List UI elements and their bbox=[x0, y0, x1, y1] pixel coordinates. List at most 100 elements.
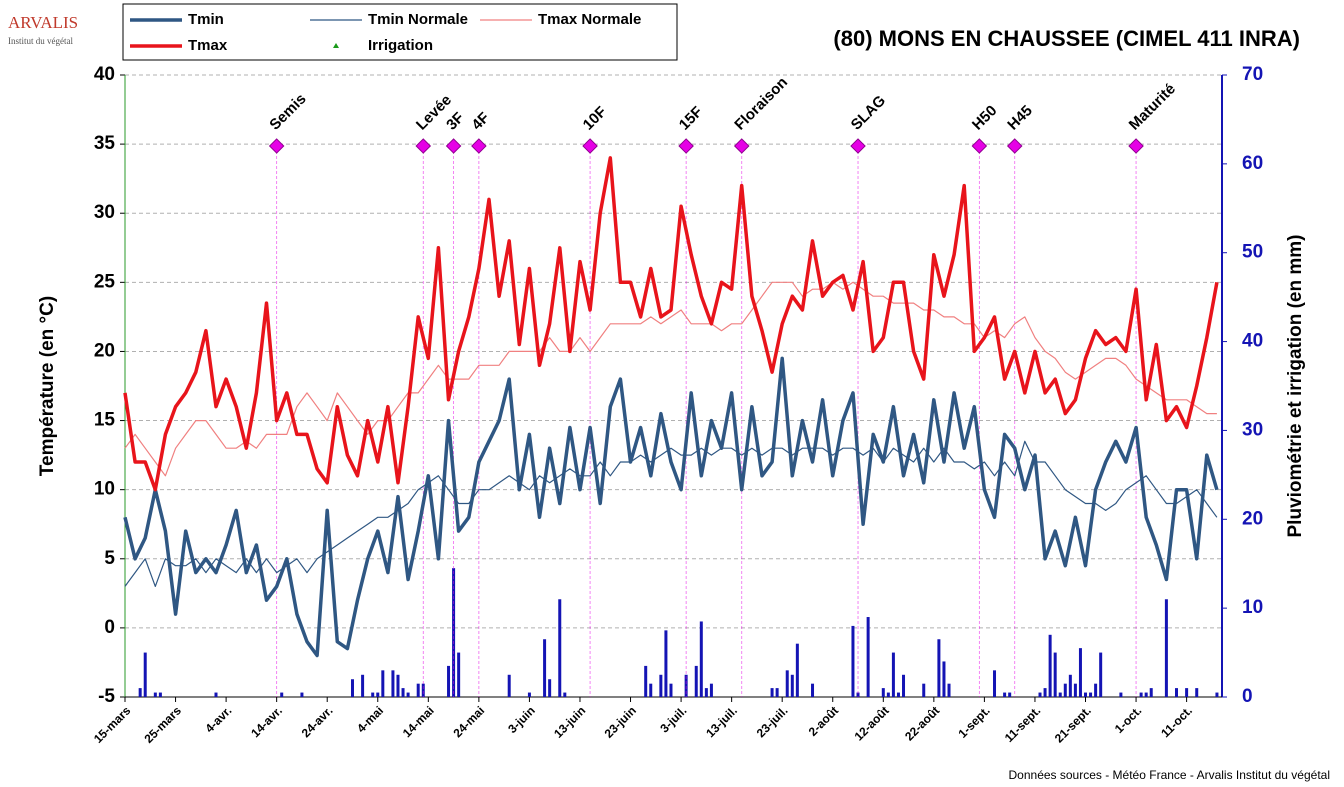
rain-bar bbox=[785, 670, 789, 697]
rain-bar bbox=[457, 652, 461, 697]
rain-bar bbox=[669, 683, 673, 697]
x-tick-label: 23-juil. bbox=[754, 703, 791, 740]
rain-bar bbox=[993, 670, 997, 697]
rain-bar bbox=[1043, 688, 1047, 697]
rain-bar bbox=[902, 674, 906, 697]
stage-label: 3F bbox=[443, 109, 467, 133]
rain-bar bbox=[350, 679, 354, 697]
rain-bar bbox=[421, 683, 425, 697]
y-tick-label: 35 bbox=[94, 133, 116, 154]
rain-bar bbox=[280, 692, 284, 697]
rain-bar bbox=[1099, 652, 1103, 697]
rain-bar bbox=[361, 674, 365, 697]
rain-bar bbox=[1063, 683, 1067, 697]
y-tick-label: 15 bbox=[94, 410, 116, 431]
rain-bar bbox=[922, 683, 926, 697]
stage-marker bbox=[582, 138, 598, 154]
x-tick-label: 1-oct. bbox=[1112, 703, 1145, 736]
stage-label: 15F bbox=[676, 103, 706, 133]
stage-marker bbox=[445, 138, 462, 154]
rain-bar bbox=[1139, 692, 1143, 697]
rain-bar bbox=[891, 652, 895, 697]
rain-bar bbox=[300, 692, 304, 697]
series-line bbox=[124, 281, 1217, 477]
rain-bar bbox=[947, 683, 951, 697]
rain-bar bbox=[527, 692, 531, 697]
stage-label: H50 bbox=[969, 102, 1000, 133]
series-line bbox=[123, 356, 1219, 658]
y-axis-label: Température (en °C) bbox=[37, 296, 58, 476]
rain-bar bbox=[158, 692, 162, 697]
series-line bbox=[124, 440, 1218, 587]
rain-bar bbox=[1068, 674, 1072, 697]
rain-bar bbox=[1119, 692, 1123, 697]
y2-axis-label: Pluviométrie et irrigation (en mm) bbox=[1285, 235, 1306, 538]
rain-bar bbox=[664, 630, 668, 697]
rain-bar bbox=[770, 688, 774, 697]
y2-tick-label: 50 bbox=[1242, 242, 1263, 263]
rain-bar bbox=[1008, 692, 1012, 697]
y-tick-label: 40 bbox=[94, 64, 115, 85]
stage-marker bbox=[415, 138, 432, 154]
rain-bar bbox=[401, 688, 405, 697]
x-tick-label: 11-oct. bbox=[1158, 703, 1195, 740]
legend-label: Irrigation bbox=[368, 37, 433, 54]
rain-bar bbox=[543, 639, 547, 697]
stage-marker bbox=[733, 138, 750, 154]
stage-label: SLAG bbox=[848, 92, 889, 133]
rain-bar bbox=[704, 688, 708, 697]
y-tick-label: 30 bbox=[94, 202, 115, 223]
x-tick-label: 2-août bbox=[806, 703, 841, 738]
rain-bar bbox=[1048, 634, 1052, 697]
rain-bar bbox=[1038, 692, 1042, 697]
legend-label: Tmax bbox=[188, 37, 228, 54]
x-tick-label: 1-sept. bbox=[956, 703, 993, 740]
rain-bar bbox=[1003, 692, 1007, 697]
y2-tick-label: 10 bbox=[1242, 597, 1263, 618]
rain-bar bbox=[548, 679, 552, 697]
legend-label: Tmin Normale bbox=[368, 11, 468, 28]
rain-bar bbox=[684, 674, 688, 697]
stage-label: Floraison bbox=[731, 74, 791, 134]
stage-marker bbox=[268, 138, 285, 154]
y2-tick-label: 20 bbox=[1242, 508, 1263, 529]
rain-bar bbox=[790, 674, 794, 697]
rain-bar bbox=[396, 674, 400, 697]
y-tick-label: 5 bbox=[104, 548, 115, 569]
rain-bar bbox=[138, 688, 142, 697]
stage-label: Semis bbox=[266, 90, 309, 133]
legend-marker bbox=[333, 43, 339, 48]
rain-bar bbox=[558, 599, 562, 697]
rain-bar bbox=[1185, 688, 1189, 697]
y2-tick-label: 0 bbox=[1242, 686, 1253, 707]
x-tick-label: 25-mars bbox=[141, 703, 184, 746]
rain-bar bbox=[866, 617, 870, 697]
x-tick-label: 14-mai bbox=[400, 703, 437, 740]
rain-bar bbox=[1215, 692, 1219, 697]
x-tick-label: 23-juin bbox=[602, 703, 639, 740]
rain-bar bbox=[376, 692, 380, 697]
rain-bar bbox=[153, 692, 157, 697]
legend-box bbox=[122, 3, 678, 61]
rain-bar bbox=[659, 674, 663, 697]
rain-bar bbox=[447, 665, 451, 697]
x-tick-label: 4-avr. bbox=[202, 703, 234, 735]
stage-marker bbox=[678, 138, 694, 154]
rain-bar bbox=[563, 692, 567, 697]
rain-bar bbox=[856, 692, 860, 697]
chart-title: (80) MONS EN CHAUSSEE (CIMEL 411 INRA) bbox=[833, 26, 1300, 51]
rain-bar bbox=[371, 692, 375, 697]
rain-bar bbox=[709, 683, 713, 697]
y-tick-label: 0 bbox=[104, 617, 115, 638]
y-tick-label: 20 bbox=[94, 340, 115, 361]
stage-label: 10F bbox=[580, 103, 610, 133]
rain-bar bbox=[775, 688, 779, 697]
rain-bar bbox=[1144, 692, 1148, 697]
rain-bar bbox=[507, 674, 511, 697]
x-tick-label: 4-mai bbox=[354, 703, 386, 735]
rain-bar bbox=[406, 692, 410, 697]
rain-bar bbox=[381, 670, 385, 697]
logo: ARVALIS bbox=[8, 13, 78, 32]
stage-label: H45 bbox=[1004, 102, 1035, 133]
